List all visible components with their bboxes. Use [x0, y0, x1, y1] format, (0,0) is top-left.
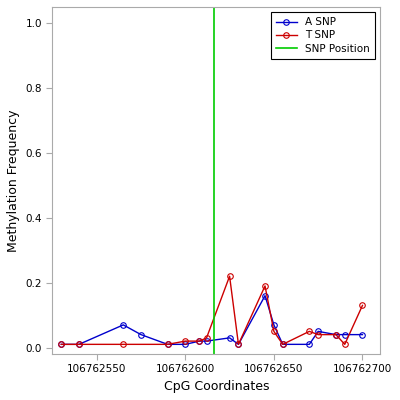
- A SNP: [227, 336, 232, 340]
- A SNP: [360, 332, 365, 337]
- T SNP: [316, 332, 320, 337]
- Line: T SNP: T SNP: [58, 274, 365, 347]
- T SNP: [183, 339, 188, 344]
- A SNP: [342, 332, 347, 337]
- A SNP: [204, 339, 209, 344]
- Legend: A SNP, T SNP, SNP Position: A SNP, T SNP, SNP Position: [271, 12, 375, 59]
- A SNP: [334, 332, 338, 337]
- T SNP: [272, 329, 276, 334]
- T SNP: [121, 342, 126, 347]
- T SNP: [360, 303, 365, 308]
- T SNP: [307, 329, 312, 334]
- T SNP: [197, 339, 202, 344]
- T SNP: [263, 284, 268, 288]
- A SNP: [307, 342, 312, 347]
- T SNP: [280, 342, 285, 347]
- T SNP: [204, 336, 209, 340]
- A SNP: [139, 332, 144, 337]
- A SNP: [197, 339, 202, 344]
- A SNP: [121, 322, 126, 327]
- T SNP: [227, 274, 232, 279]
- T SNP: [59, 342, 64, 347]
- A SNP: [59, 342, 64, 347]
- T SNP: [342, 342, 347, 347]
- T SNP: [236, 342, 241, 347]
- A SNP: [280, 342, 285, 347]
- A SNP: [76, 342, 81, 347]
- Y-axis label: Methylation Frequency: Methylation Frequency: [7, 109, 20, 252]
- A SNP: [183, 342, 188, 347]
- A SNP: [236, 342, 241, 347]
- A SNP: [165, 342, 170, 347]
- T SNP: [334, 332, 338, 337]
- A SNP: [272, 322, 276, 327]
- T SNP: [76, 342, 81, 347]
- Line: A SNP: A SNP: [58, 293, 365, 347]
- X-axis label: CpG Coordinates: CpG Coordinates: [164, 380, 269, 393]
- A SNP: [263, 293, 268, 298]
- T SNP: [165, 342, 170, 347]
- A SNP: [316, 329, 320, 334]
